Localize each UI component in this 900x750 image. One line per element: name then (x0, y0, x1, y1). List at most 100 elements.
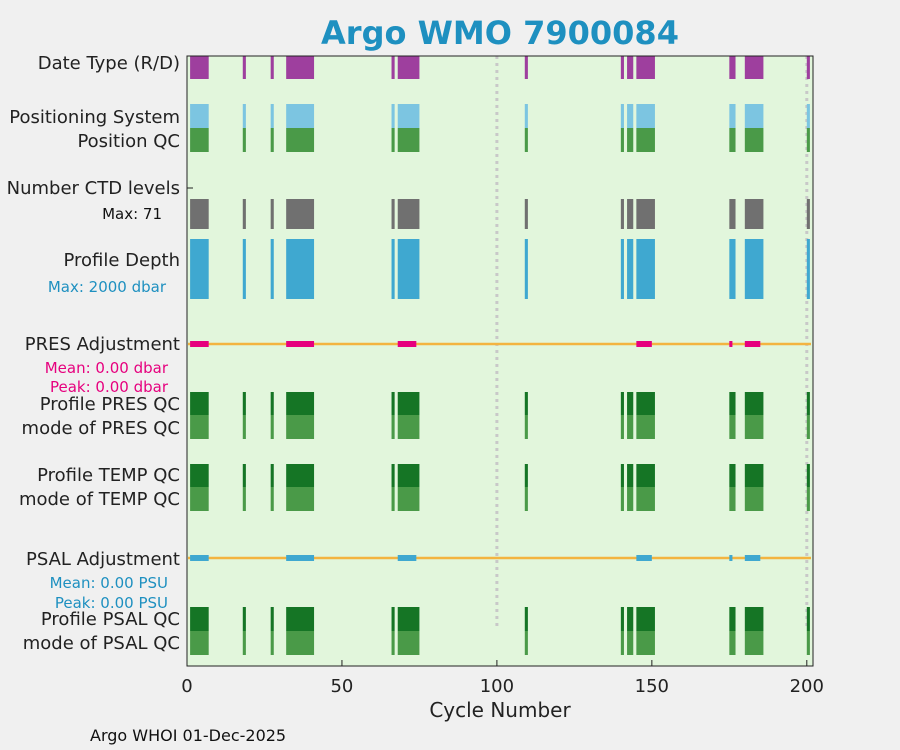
ctd-levels-bar (620, 199, 624, 229)
temp-qc-bar (627, 464, 634, 487)
temp-mode-bar (806, 487, 810, 511)
profile-depth-bar (391, 239, 395, 299)
date-type-bar (806, 56, 810, 79)
psal-mode-bar (270, 631, 274, 655)
psal-adjustment-segment (636, 555, 652, 561)
psal-qc-bar (806, 607, 810, 631)
psal-qc-bar (242, 607, 246, 631)
label-pres-qc: Profile PRES QC (40, 394, 180, 415)
ctd-levels-bar (744, 199, 764, 229)
temp-mode-bar (620, 487, 624, 511)
psal-qc-bar (729, 607, 736, 631)
temp-mode-bar (627, 487, 634, 511)
x-tick-label: 200 (790, 676, 824, 697)
pres-mode-bar (636, 415, 655, 439)
temp-mode-bar (270, 487, 274, 511)
pres-qc-bar (397, 392, 420, 415)
x-axis-label: Cycle Number (429, 698, 571, 722)
position-qc-bar (242, 128, 246, 152)
pres-adjustment-segment (636, 341, 652, 347)
positioning-bar (524, 104, 528, 128)
label-temp-mode: mode of TEMP QC (19, 489, 180, 510)
position-qc-bar (729, 128, 736, 152)
ctd-levels-bar (524, 199, 528, 229)
label-depth-max: Max: 2000 dbar (48, 278, 167, 296)
temp-qc-bar (524, 464, 528, 487)
date-type-bar (242, 56, 246, 79)
psal-qc-bar (524, 607, 528, 631)
psal-mode-bar (524, 631, 528, 655)
positioning-bar (627, 104, 634, 128)
pres-qc-bar (620, 392, 624, 415)
psal-mode-bar (620, 631, 624, 655)
x-tick-label: 150 (635, 676, 669, 697)
profile-depth-bar (744, 239, 764, 299)
psal-qc-bar (744, 607, 764, 631)
date-type-bar (627, 56, 634, 79)
psal-qc-bar (190, 607, 209, 631)
pres-mode-bar (744, 415, 764, 439)
pres-adjustment-segment (397, 341, 417, 347)
label-psal-adjustment: PSAL Adjustment (26, 549, 180, 570)
psal-qc-bar (397, 607, 420, 631)
positioning-bar (729, 104, 736, 128)
ctd-levels-bar (806, 199, 810, 229)
psal-adjustment-segment (744, 555, 761, 561)
data-bars (188, 56, 811, 655)
pres-mode-bar (729, 415, 736, 439)
psal-mode-bar (397, 631, 420, 655)
temp-mode-bar (744, 487, 764, 511)
label-psal-mean: Mean: 0.00 PSU (50, 574, 168, 592)
profile-depth-bar (286, 239, 315, 299)
psal-adjustment-segment (286, 555, 315, 561)
positioning-bar (286, 104, 315, 128)
x-axis-ticks: 0 50 100 150 200 (181, 660, 824, 697)
profile-depth-bar (729, 239, 736, 299)
temp-qc-bar (270, 464, 274, 487)
pres-mode-bar (627, 415, 634, 439)
psal-mode-bar (286, 631, 315, 655)
pres-qc-bar (524, 392, 528, 415)
psal-mode-bar (636, 631, 655, 655)
temp-qc-bar (806, 464, 810, 487)
pres-mode-bar (286, 415, 315, 439)
date-type-bar (524, 56, 528, 79)
psal-adjustment-segment (190, 555, 209, 561)
temp-mode-bar (636, 487, 655, 511)
label-psal-qc: Profile PSAL QC (41, 609, 180, 630)
pres-mode-bar (391, 415, 395, 439)
psal-qc-bar (286, 607, 315, 631)
psal-mode-bar (242, 631, 246, 655)
positioning-bar (397, 104, 420, 128)
temp-mode-bar (397, 487, 420, 511)
positioning-bar (391, 104, 395, 128)
temp-qc-bar (190, 464, 209, 487)
x-tick-label: 100 (480, 676, 514, 697)
temp-qc-bar (620, 464, 624, 487)
psal-mode-bar (627, 631, 634, 655)
pres-mode-bar (190, 415, 209, 439)
pres-mode-bar (524, 415, 528, 439)
ctd-levels-bar (397, 199, 420, 229)
psal-qc-bar (627, 607, 634, 631)
pres-mode-bar (806, 415, 810, 439)
temp-qc-bar (729, 464, 736, 487)
temp-qc-bar (391, 464, 395, 487)
pres-qc-bar (636, 392, 655, 415)
ctd-levels-bar (270, 199, 274, 229)
pres-qc-bar (744, 392, 764, 415)
positioning-bar (806, 104, 810, 128)
psal-mode-bar (190, 631, 209, 655)
date-type-bar (286, 56, 315, 79)
label-ctd-levels: Number CTD levels (7, 178, 180, 199)
pres-adjustment-segment (744, 341, 761, 347)
positioning-bar (744, 104, 764, 128)
label-psal-mode: mode of PSAL QC (23, 633, 180, 654)
position-qc-bar (806, 128, 810, 152)
date-type-bar (391, 56, 395, 79)
temp-mode-bar (190, 487, 209, 511)
pres-qc-bar (190, 392, 209, 415)
date-type-bar (729, 56, 736, 79)
date-type-bar (397, 56, 420, 79)
